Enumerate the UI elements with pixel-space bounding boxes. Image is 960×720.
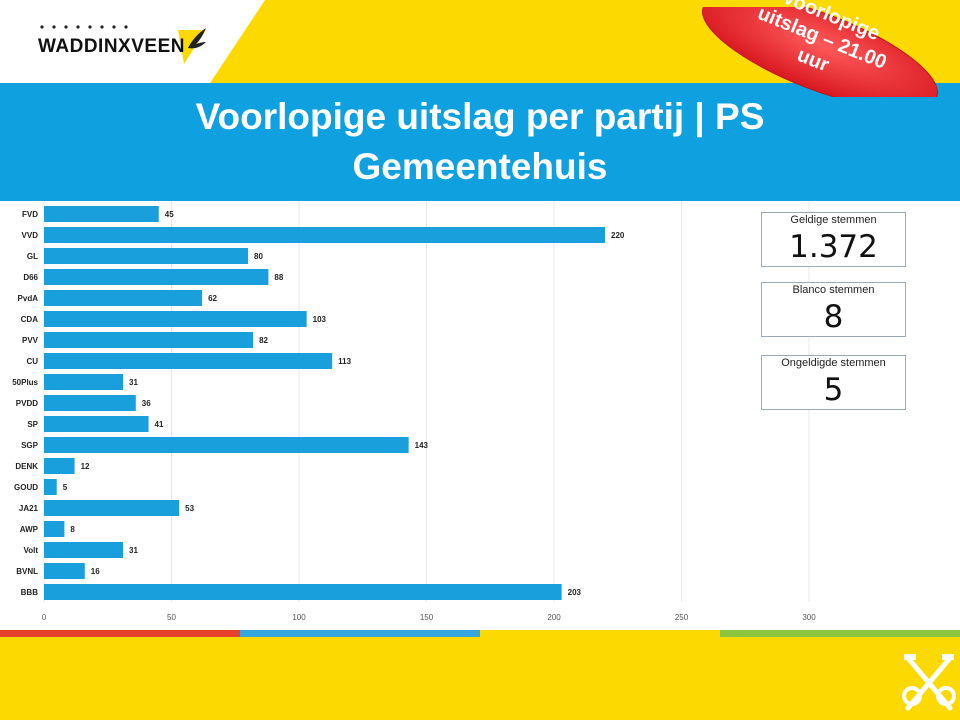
value-label: 8 (70, 525, 75, 534)
bar-chart: 0 50 100 150 200 250 300 FVD 45 VVD 220 GL 80 D66 88 Pv… (12, 201, 816, 622)
category-label: D66 (23, 273, 38, 282)
value-label: 80 (254, 252, 263, 261)
x-tick-label: 300 (802, 613, 816, 622)
color-strip-green (720, 630, 960, 637)
bar (44, 248, 248, 264)
color-strip-yellow (480, 630, 720, 637)
stat-label: Ongeldigde stemmen (781, 357, 886, 369)
value-label: 31 (129, 378, 138, 387)
bar (44, 500, 180, 516)
category-label: 50Plus (12, 378, 38, 387)
value-label: 41 (155, 420, 164, 429)
bar (44, 269, 269, 285)
stat-label: Geldige stemmen (790, 214, 877, 226)
category-label: PVV (22, 336, 39, 345)
category-label: DENK (15, 462, 38, 471)
value-label: 45 (165, 210, 174, 219)
x-tick-label: 100 (292, 613, 306, 622)
bar (44, 353, 333, 369)
bar (44, 395, 136, 411)
bar (44, 521, 65, 537)
logo-dots-icon (40, 25, 128, 29)
stat-box-ongeldig: Ongeldigde stemmen 5 (761, 355, 906, 410)
category-label: GOUD (14, 483, 38, 492)
logo-emblem-icon (178, 28, 206, 64)
bar (44, 332, 254, 348)
bar (44, 206, 159, 222)
crossed-keys-icon (902, 654, 956, 711)
value-label: 113 (338, 357, 351, 366)
value-label: 12 (81, 462, 90, 471)
category-label: Volt (23, 546, 38, 555)
logo-text: WADDINXVEEN (38, 36, 185, 57)
value-label: 143 (415, 441, 429, 450)
value-label: 36 (142, 399, 151, 408)
value-label: 31 (129, 546, 138, 555)
category-label: GL (27, 252, 38, 261)
x-tick-label: 200 (547, 613, 561, 622)
x-tick-label: 250 (675, 613, 689, 622)
category-label: PVDD (16, 399, 38, 408)
x-tick-label: 50 (167, 613, 176, 622)
value-label: 16 (91, 567, 100, 576)
value-label: 53 (185, 504, 194, 513)
category-label: BVNL (16, 567, 38, 576)
category-label: FVD (22, 210, 38, 219)
category-label: CU (26, 357, 38, 366)
category-label: CDA (21, 315, 39, 324)
stat-value: 8 (823, 299, 844, 335)
page-title: Voorlopige uitslag per partij | PS Gemee… (0, 92, 960, 192)
stat-box-geldige: Geldige stemmen 1.372 (761, 212, 906, 267)
title-banner (0, 83, 960, 201)
bar (44, 458, 75, 474)
bar (44, 479, 57, 495)
title-line-1: Voorlopige uitslag per partij | PS (195, 96, 765, 137)
x-tick-label: 150 (420, 613, 434, 622)
category-label: VVD (22, 231, 39, 240)
stat-label: Blanco stemmen (792, 284, 875, 296)
color-strip-red (0, 630, 240, 637)
value-label: 5 (63, 483, 68, 492)
bar (44, 584, 562, 600)
value-label: 220 (611, 231, 625, 240)
bottom-yellow-band (0, 637, 960, 720)
category-label: AWP (20, 525, 39, 534)
category-label: SP (27, 420, 38, 429)
bar (44, 290, 203, 306)
bar (44, 563, 85, 579)
category-label: SGP (21, 441, 39, 450)
bar (44, 311, 307, 327)
logo-white-panel (0, 0, 265, 83)
title-line-2: Gemeentehuis (352, 146, 608, 187)
stat-box-blanco: Blanco stemmen 8 (761, 282, 906, 337)
stat-value: 1.372 (789, 229, 878, 265)
value-label: 103 (313, 315, 327, 324)
color-strip-blue (240, 630, 480, 637)
chart-area: 0 50 100 150 200 250 300 FVD 45 VVD 220 GL 80 D66 88 Pv… (0, 201, 960, 630)
stat-value: 5 (823, 372, 844, 408)
bar (44, 437, 409, 453)
value-label: 203 (568, 588, 582, 597)
value-label: 88 (274, 273, 283, 282)
x-tick-label: 0 (42, 613, 47, 622)
bar (44, 227, 605, 243)
category-label: BBB (21, 588, 39, 597)
category-label: JA21 (19, 504, 39, 513)
bar (44, 374, 124, 390)
value-label: 82 (259, 336, 268, 345)
value-label: 62 (208, 294, 217, 303)
category-label: PvdA (18, 294, 39, 303)
bar (44, 416, 149, 432)
badge-shape (702, 7, 938, 97)
bar (44, 542, 124, 558)
